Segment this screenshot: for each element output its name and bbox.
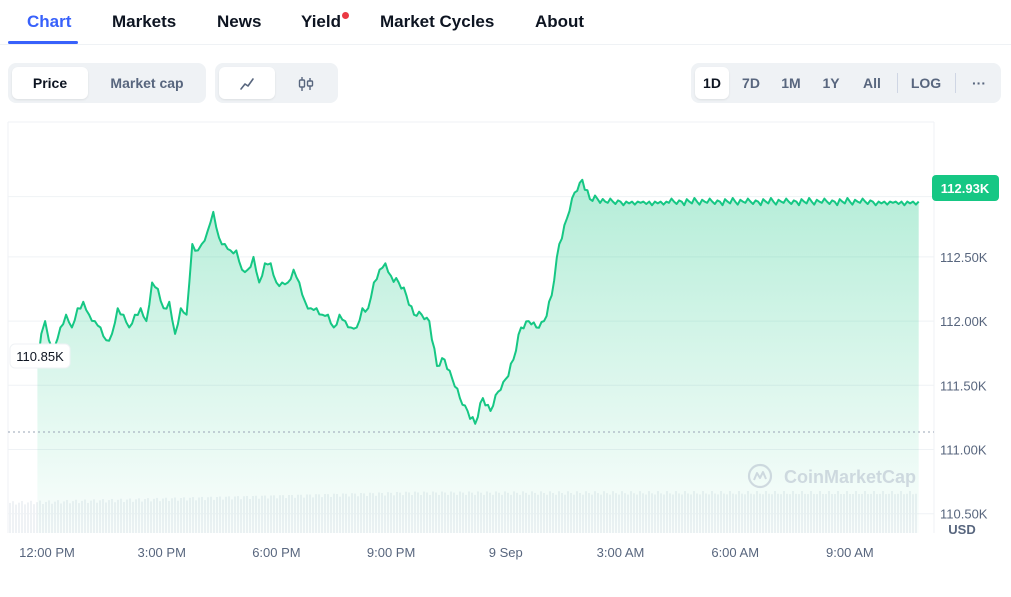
volume-bar bbox=[18, 502, 20, 533]
more-options-button[interactable]: ··· bbox=[972, 75, 986, 91]
current-price-badge: 112.93K bbox=[932, 175, 999, 201]
volume-bar bbox=[24, 504, 26, 533]
candlestick-button[interactable] bbox=[278, 67, 334, 99]
tab-markets[interactable]: Markets bbox=[112, 12, 177, 31]
notification-dot bbox=[342, 12, 349, 19]
line-chart-icon bbox=[240, 78, 254, 91]
x-tick-label: 9:00 AM bbox=[826, 545, 874, 560]
reference-price-label: 110.85K bbox=[16, 349, 64, 364]
range-1m-button[interactable]: 1M bbox=[781, 75, 801, 91]
volume-bar bbox=[33, 504, 35, 533]
price-area bbox=[37, 179, 919, 534]
x-tick-label: 9:00 PM bbox=[367, 545, 415, 560]
tab-about[interactable]: About bbox=[535, 12, 585, 31]
range-1d-button[interactable]: 1D bbox=[695, 67, 729, 99]
range-divider bbox=[955, 73, 956, 93]
tab-market-cycles[interactable]: Market Cycles bbox=[380, 12, 495, 31]
x-tick-label: 3:00 PM bbox=[137, 545, 185, 560]
volume-bar bbox=[9, 502, 11, 533]
log-scale-button[interactable]: LOG bbox=[910, 75, 942, 91]
watermark: CoinMarketCap bbox=[747, 463, 916, 489]
x-tick-label: 6:00 PM bbox=[252, 545, 300, 560]
volume-bar bbox=[30, 500, 32, 533]
watermark-text: CoinMarketCap bbox=[784, 467, 916, 487]
range-divider bbox=[897, 73, 898, 93]
x-tick-label: 9 Sep bbox=[489, 545, 523, 560]
line-chart-button[interactable] bbox=[219, 67, 275, 99]
current-price-label: 112.93K bbox=[941, 181, 990, 196]
range-selector: 1D 7D 1M 1Y All LOG ··· bbox=[691, 63, 1001, 103]
y-tick-label: 111.50K bbox=[940, 378, 987, 393]
reference-price-badge: 110.85K bbox=[9, 343, 71, 369]
x-tick-label: 12:00 PM bbox=[19, 545, 75, 560]
y-tick-label: 112.00K bbox=[940, 314, 988, 329]
volume-bar bbox=[21, 500, 23, 533]
tab-yield[interactable]: Yield bbox=[301, 12, 341, 31]
chart-svg: CoinMarketCap 112.50K 112.00K 111.50K 111.0… bbox=[7, 121, 999, 560]
coinmarketcap-logo-icon bbox=[747, 463, 773, 489]
x-tick-label: 6:00 AM bbox=[711, 545, 759, 560]
data-type-toggle: Price Market cap bbox=[8, 63, 206, 103]
y-tick-label: 110.50K bbox=[940, 507, 988, 522]
tab-bar: Chart Markets News Yield Market Cycles A… bbox=[0, 0, 1011, 45]
y-tick-label: 111.00K bbox=[940, 443, 987, 458]
active-tab-indicator bbox=[8, 41, 78, 44]
tab-news[interactable]: News bbox=[217, 12, 262, 31]
price-line bbox=[36, 178, 920, 425]
volume-bar bbox=[12, 501, 14, 533]
volume-bar bbox=[27, 502, 29, 533]
range-7d-button[interactable]: 7D bbox=[742, 75, 760, 91]
range-all-button[interactable]: All bbox=[863, 75, 881, 91]
y-tick-label: 112.50K bbox=[940, 250, 988, 265]
price-chart: CoinMarketCap 112.50K 112.00K 111.50K 111.0… bbox=[0, 110, 1011, 570]
chart-type-toggle bbox=[215, 63, 338, 103]
tab-chart[interactable]: Chart bbox=[27, 12, 72, 31]
range-1y-button[interactable]: 1Y bbox=[822, 75, 840, 91]
price-button[interactable]: Price bbox=[12, 67, 88, 99]
market-cap-button[interactable]: Market cap bbox=[110, 75, 184, 91]
volume-bar bbox=[36, 502, 38, 533]
volume-bar bbox=[15, 504, 17, 533]
candlestick-icon bbox=[298, 77, 314, 92]
currency-label: USD bbox=[948, 522, 975, 537]
x-tick-label: 3:00 AM bbox=[597, 545, 645, 560]
